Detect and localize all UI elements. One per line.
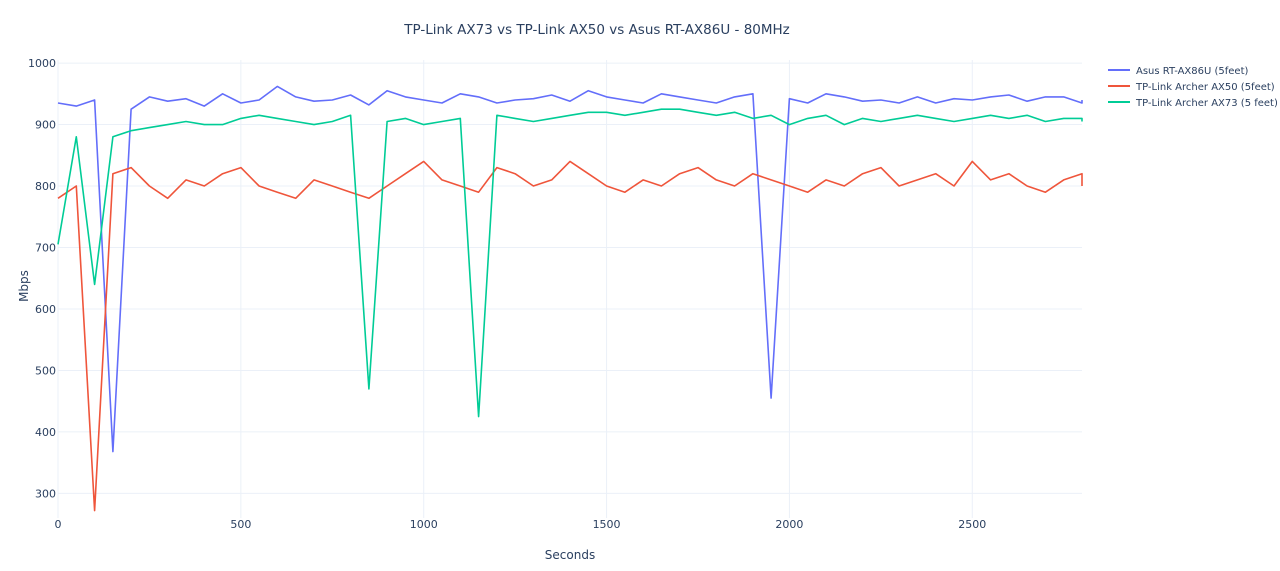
x-tick-label-2500: 2500 xyxy=(958,518,986,531)
y-tick-label-700: 700 xyxy=(35,242,56,255)
series-line-1 xyxy=(57,160,1083,512)
tick-layer: 300 400 500 600 700 800 900 1000 0 500 1000 1500 200… xyxy=(28,57,986,531)
x-tick-label-0: 0 xyxy=(55,518,62,531)
series-layer xyxy=(57,85,1083,512)
legend-label-0: Asus RT-AX86U (5feet) xyxy=(1136,66,1249,77)
x-tick-label-500: 500 xyxy=(230,518,251,531)
y-tick-label-600: 600 xyxy=(35,303,56,316)
x-tick-label-2000: 2000 xyxy=(775,518,803,531)
chart-title: TP-Link AX73 vs TP-Link AX50 vs Asus RT-… xyxy=(403,22,790,38)
legend-label-2: TP-Link Archer AX73 (5 feet) xyxy=(1135,98,1278,109)
legend: Asus RT-AX86U (5feet) TP-Link Archer AX50… xyxy=(1108,66,1278,109)
y-axis-title: Mbps xyxy=(17,270,31,302)
y-tick-label-1000: 1000 xyxy=(28,57,56,70)
series-line-2 xyxy=(57,108,1083,418)
grid-layer xyxy=(57,60,1082,518)
x-tick-label-1500: 1500 xyxy=(593,518,621,531)
y-tick-label-500: 500 xyxy=(35,364,56,377)
y-tick-label-800: 800 xyxy=(35,180,56,193)
x-axis-title: Seconds xyxy=(545,548,595,562)
y-tick-label-300: 300 xyxy=(35,487,56,500)
series-line-0 xyxy=(57,85,1083,453)
y-tick-label-900: 900 xyxy=(35,119,56,132)
legend-label-1: TP-Link Archer AX50 (5feet) xyxy=(1135,82,1275,93)
x-tick-label-1000: 1000 xyxy=(410,518,438,531)
y-tick-label-400: 400 xyxy=(35,426,56,439)
